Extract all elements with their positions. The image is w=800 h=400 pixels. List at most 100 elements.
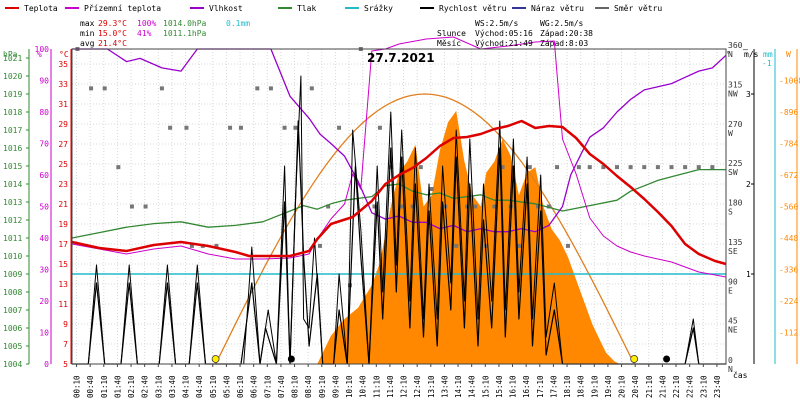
direction-letter-label: S [728, 208, 733, 217]
temperature-tick-label: 23 [58, 180, 68, 189]
time-tick-label: 14:10 [454, 375, 463, 398]
time-tick-label: 11:10 [372, 375, 381, 398]
direction-letter-label: NW [728, 89, 738, 98]
temperature-tick-label: 35 [58, 60, 68, 69]
time-tick-label: 04:40 [195, 375, 204, 398]
direction-tick-label: 90 [728, 277, 738, 286]
direction-letter-label: E [728, 286, 733, 295]
wind-direction-point [642, 165, 647, 170]
stat-humidity: 41% [137, 29, 152, 38]
legend-label: Vlhkost [209, 4, 243, 13]
wind-direction-point [454, 243, 459, 248]
temperature-tick-label: 33 [58, 80, 68, 89]
wind-direction-point [189, 243, 194, 248]
sun-moon-markers [211, 355, 671, 363]
stat-temperature: 21.4°C [98, 39, 127, 48]
direction-letter-label: N [728, 50, 733, 59]
direction-tick-label: 135 [728, 238, 743, 247]
time-tick-label: 08:10 [291, 375, 300, 398]
solar-tick-label: -448 [779, 234, 798, 243]
wind-direction-point [429, 187, 434, 191]
time-tick-label: 20:10 [618, 375, 627, 398]
time-tick-label: 07:10 [263, 375, 272, 398]
direction-letter-label: NE [728, 326, 738, 335]
wind-direction-point [89, 86, 94, 91]
time-tick-label: 05:10 [209, 375, 218, 398]
stat-row-label: max [80, 19, 95, 28]
time-tick-label: 15:10 [481, 375, 490, 398]
moonset-time: Západ:8:03 [540, 39, 588, 48]
wind-direction-point [696, 165, 701, 170]
time-tick-label: 14:40 [468, 375, 477, 398]
wind-direction-point [399, 204, 404, 209]
time-tick-label: 23:40 [713, 375, 722, 398]
legend-label: Tlak [297, 4, 316, 13]
temperature-tick-label: 19 [58, 220, 68, 229]
solar-tick-label: -112 [779, 329, 798, 338]
wind-direction-point [655, 165, 660, 170]
wind-direction-point [508, 204, 513, 209]
pressure-tick-label: 1004 [3, 360, 22, 369]
temperature-unit-label: °C [59, 50, 69, 59]
wind-direction-point [337, 125, 342, 130]
pressure-line [71, 168, 726, 239]
wind-direction-point [377, 125, 382, 130]
direction-letter-label: W [728, 129, 733, 138]
pressure-tick-label: 1013 [3, 198, 22, 207]
wind-speed-info: WS:2.5m/s [475, 19, 519, 28]
pressure-tick-label: 1016 [3, 144, 22, 153]
temperature-tick-label: 29 [58, 120, 68, 129]
pressure-tick-label: 1014 [3, 180, 22, 189]
legend-label: Náraz větru [531, 4, 584, 13]
wind-direction-point [710, 165, 715, 170]
time-tick-label: 17:10 [536, 375, 545, 398]
temperature-tick-label: 31 [58, 100, 68, 109]
stat-rain: 0.1mm [226, 19, 250, 28]
wind-direction-point [159, 86, 164, 91]
pressure-tick-label: 1008 [3, 288, 22, 297]
temperature-tick-label: 9 [63, 320, 68, 329]
time-tick-label: 19:10 [590, 375, 599, 398]
humidity-tick-label: 90 [39, 77, 49, 86]
wind-direction-point [214, 243, 219, 248]
time-tick-label: 07:40 [277, 375, 286, 398]
temperature-tick-label: 27 [58, 140, 68, 149]
direction-tick-label: 0 [728, 356, 733, 365]
wind-direction-point [565, 243, 570, 248]
wind-gust-info: WG:2.5m/s [540, 19, 584, 28]
time-tick-label: 06:40 [250, 375, 259, 398]
legend-label: Teplota [24, 4, 58, 13]
pressure-tick-label: 1012 [3, 216, 22, 225]
temperature-tick-label: 7 [63, 340, 68, 349]
time-tick-label: 10:10 [345, 375, 354, 398]
time-tick-label: 18:10 [563, 375, 572, 398]
solar-tick-label: -224 [779, 297, 798, 306]
time-tick-label: 22:40 [686, 375, 695, 398]
pressure-tick-label: 1021 [3, 54, 22, 63]
legend-label: Rychlost větru [439, 4, 507, 13]
wind-direction-point [238, 125, 243, 130]
wind-direction-point [418, 165, 423, 170]
wind-direction-point [492, 204, 497, 209]
solar-tick-label: -896 [779, 108, 798, 117]
wind-direction-point [473, 204, 478, 209]
chart-title: 27.7.2021 [367, 51, 435, 65]
humidity-tick-label: 30 [39, 266, 49, 275]
rain-unit-label: mm [763, 50, 773, 59]
wind-direction-point [628, 165, 633, 170]
time-tick-label: 09:10 [318, 375, 327, 398]
stat-humidity: 100% [137, 19, 156, 28]
wind-direction-point [601, 165, 606, 170]
stat-temperature: 29.3°C [98, 19, 127, 28]
sunset-time: Západ:20:38 [540, 29, 593, 38]
pressure-tick-label: 1005 [3, 342, 22, 351]
time-tick-label: 11:40 [386, 375, 395, 398]
stat-row-label: min [80, 29, 95, 38]
direction-letter-label: N [728, 365, 733, 374]
temperature-tick-label: 21 [58, 200, 68, 209]
moonset-marker [287, 355, 295, 363]
wind-direction-point [372, 204, 377, 209]
time-tick-label: 10:40 [359, 375, 368, 398]
humidity-tick-label: 0 [44, 360, 49, 369]
